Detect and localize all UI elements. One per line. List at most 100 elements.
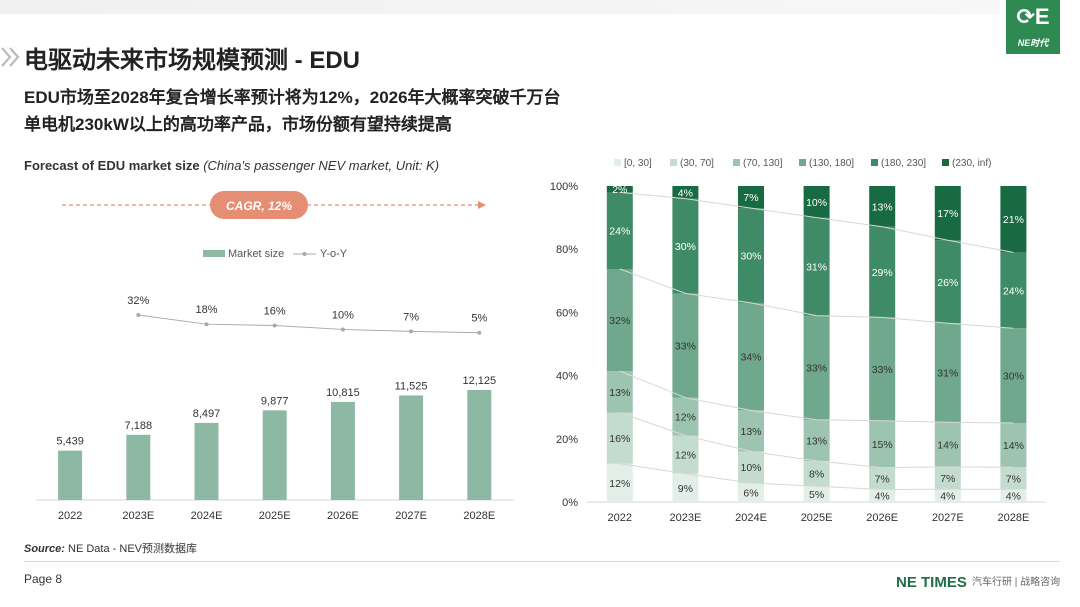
market-size-chart: CAGR, 12% Market size Y-o-Y 5,439 2022 7,188 2… [36, 191, 514, 522]
stacked-bar-segment [1000, 423, 1027, 468]
stacked-bar-segment [738, 208, 764, 303]
stacked-bar-segment [606, 412, 633, 464]
market-size-bar [262, 410, 287, 500]
stacked-bar-segment [869, 420, 896, 468]
segment-value-label: 31% [806, 262, 827, 274]
segment-value-label: 4% [875, 491, 890, 503]
segment-value-label: 17% [937, 208, 958, 220]
right-category-label: 2025E [801, 512, 833, 524]
right-category-label: 2028E [997, 512, 1029, 524]
market-size-bar [330, 401, 355, 500]
left-category-label: 2023E [122, 510, 154, 522]
legend-label: [0, 30] [624, 158, 652, 169]
right-category-label: 2026E [866, 512, 898, 524]
stacked-bar-segment [803, 315, 830, 420]
segment-value-label: 29% [872, 267, 893, 279]
stacked-bar-segment [1000, 186, 1027, 253]
footer-brand-tagline: 汽车行研 | 战略咨询 [972, 577, 1061, 588]
left-category-label: 2024E [191, 510, 223, 522]
segment-value-label: 10% [806, 197, 827, 209]
right-category-label: 2023E [669, 512, 701, 524]
legend-swatch [799, 159, 806, 166]
y-tick-label: 40% [556, 371, 578, 383]
logo-text: NE时代 [1017, 38, 1049, 48]
right-category-label: 2022 [608, 512, 632, 524]
legend-label: (180, 230] [881, 158, 926, 169]
left-chart-title-italic: (China's passenger NEV market, Unit: K) [203, 158, 440, 173]
segment-value-label: 30% [675, 241, 696, 253]
stacked-bar-segment [738, 186, 764, 209]
yoy-point [340, 327, 345, 332]
segment-value-label: 33% [675, 341, 696, 353]
market-size-value-label: 10,815 [326, 387, 360, 399]
market-size-value-label: 5,439 [56, 436, 84, 448]
yoy-line [138, 314, 480, 334]
market-size-value-label: 12,125 [462, 375, 496, 387]
legend-swatch [871, 159, 878, 166]
subtitle-line-2: 单电机230kW以上的高功率产品，市场份额有望持续提高 [24, 115, 452, 134]
segment-value-label: 24% [1003, 285, 1024, 297]
segment-connector-line [619, 268, 1014, 329]
left-category-label: 2027E [395, 510, 427, 522]
segment-value-label: 21% [1003, 214, 1024, 226]
market-size-bar [467, 390, 492, 500]
segment-value-label: 14% [1003, 440, 1024, 452]
stacked-bar-segment [803, 486, 830, 502]
yoy-point [136, 313, 141, 317]
stacked-bar-segment [869, 186, 896, 227]
legend-swatch [614, 159, 621, 166]
stacked-bar-segment [869, 489, 896, 502]
legend-marker-yoy [302, 252, 307, 256]
page-number: Page 8 [24, 572, 63, 586]
segment-value-label: 12% [609, 478, 630, 490]
segment-value-label: 6% [743, 488, 758, 500]
stacked-bar-segment [738, 410, 764, 452]
top-band [0, 0, 1000, 14]
y-tick-label: 80% [556, 244, 578, 256]
segment-value-label: 16% [609, 433, 630, 445]
legend-swatch [733, 159, 740, 166]
footer-divider [24, 561, 1060, 562]
stacked-bar-segment [934, 186, 961, 241]
market-size-value-label: 9,877 [261, 395, 289, 407]
market-size-value-label: 11,525 [395, 380, 428, 392]
legend-swatch-market-size [203, 250, 225, 257]
segment-value-label: 8% [809, 469, 824, 481]
stacked-bar-segment [1000, 489, 1027, 502]
stacked-bar-segment [934, 489, 961, 502]
segment-value-label: 10% [740, 462, 761, 474]
segment-connector-line [619, 412, 1014, 469]
page-subtitle: EDU市场至2028年复合增长率预计将为12%，2026年大概率突破千万台 单电… [24, 84, 561, 138]
segment-value-label: 26% [937, 277, 958, 289]
segment-value-label: 30% [1003, 371, 1024, 383]
left-category-label: 2025E [259, 510, 291, 522]
stacked-bar-segment [606, 371, 633, 413]
segment-connector-line [619, 463, 1014, 491]
stacked-bar-segment [672, 435, 699, 474]
segment-connector-line [619, 191, 1014, 253]
market-size-bar [126, 434, 151, 500]
legend-label: (130, 180] [809, 158, 854, 169]
yoy-point [204, 322, 209, 327]
segment-value-label: 34% [740, 352, 761, 364]
stacked-bar-segment [672, 473, 699, 502]
right-category-label: 2024E [735, 512, 767, 524]
market-size-bar [58, 450, 83, 500]
cagr-pill [210, 191, 308, 219]
stacked-bar-segment [738, 483, 764, 502]
yoy-value-label: 5% [471, 313, 487, 325]
stacked-bar-segment [672, 198, 699, 294]
yoy-value-label: 10% [332, 309, 354, 321]
segment-value-label: 13% [806, 435, 827, 447]
stacked-bar-segment [606, 463, 633, 502]
segment-value-label: 7% [940, 473, 955, 485]
stacked-bar-segment [934, 422, 961, 467]
yoy-value-label: 18% [195, 304, 217, 316]
cagr-arrow-head-icon [478, 201, 486, 209]
segment-value-label: 4% [1006, 491, 1021, 503]
segment-value-label: 15% [872, 439, 893, 451]
logo-mark-icon: ⟳E [1016, 4, 1050, 29]
stacked-bar-segment [803, 419, 830, 461]
market-size-bar [399, 395, 424, 500]
segment-value-label: 13% [872, 201, 893, 213]
